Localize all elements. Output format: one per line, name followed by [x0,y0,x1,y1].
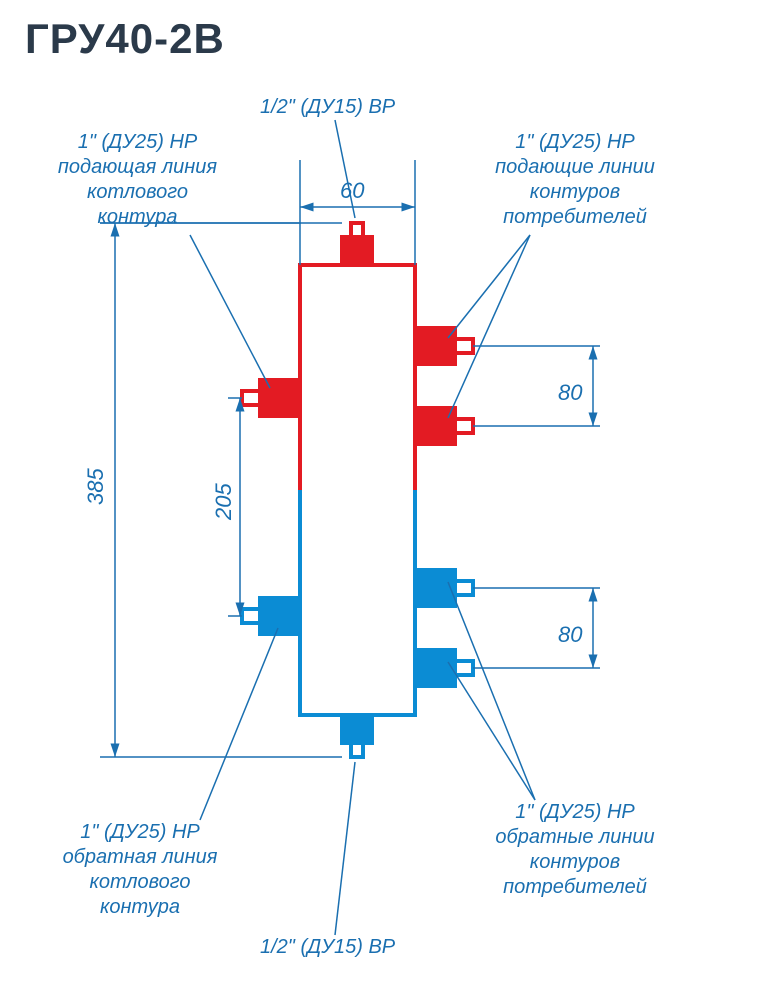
technical-diagram [0,0,760,1000]
